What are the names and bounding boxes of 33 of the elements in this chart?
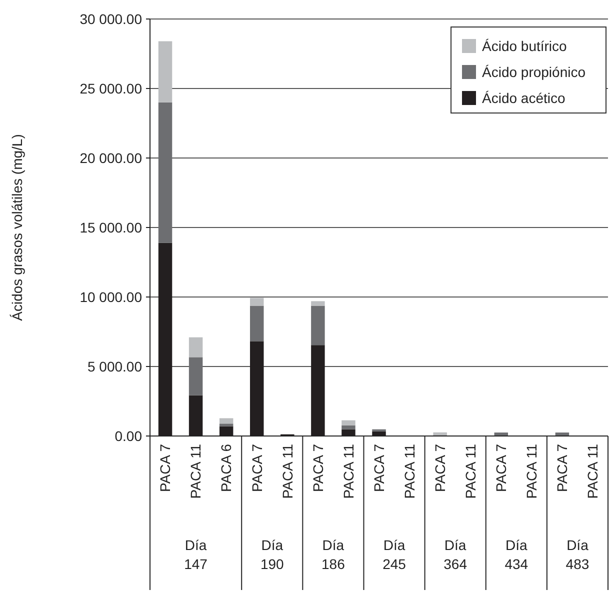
text: Día 245 bbox=[382, 537, 406, 572]
x-tick-label: PACA 7 bbox=[493, 444, 510, 492]
text: Día 483 bbox=[566, 537, 590, 572]
x-tick-label: PACA 7 bbox=[370, 444, 387, 492]
y-tick-label: 20 000.00 bbox=[80, 150, 142, 166]
x-tick-label: PACA 11 bbox=[524, 444, 540, 499]
x-tick-label: PACA 11 bbox=[401, 444, 418, 499]
x-tick-label: PACA 7 bbox=[248, 444, 265, 492]
y-tick-label: 5 000.00 bbox=[88, 358, 142, 374]
y-axis-title: Ácidos grasos volátiles (mg/L) bbox=[9, 134, 25, 321]
text: Día 147 bbox=[184, 537, 208, 572]
x-tick-label: PACA 7 bbox=[310, 444, 326, 492]
x-tick-label: PACA 11 bbox=[279, 444, 296, 499]
y-tick-label: 15 000.00 bbox=[80, 219, 142, 236]
x-tick-label: PACA 11 bbox=[340, 444, 356, 499]
x-tick-label: PACA 11 bbox=[462, 444, 478, 499]
x-tick-label: PACA 11 bbox=[188, 444, 204, 499]
y-tick-label: 10 000.00 bbox=[80, 288, 142, 305]
legend-label: Ácido acético bbox=[482, 90, 566, 106]
x-tick-label: PACA 7 bbox=[554, 444, 570, 492]
y-tick-label: 30 000.00 bbox=[80, 10, 142, 27]
text: Día 364 bbox=[444, 537, 468, 572]
x-tick-label: PACA 6 bbox=[218, 444, 234, 492]
legend-label: Ácido butírico bbox=[482, 38, 568, 54]
x-tick-label: PACA 11 bbox=[584, 444, 601, 499]
text: Día 190 bbox=[260, 537, 284, 572]
legend-label: Ácido propiónico bbox=[482, 64, 586, 80]
x-tick-label: PACA 7 bbox=[157, 444, 174, 492]
y-tick-label: 0.00 bbox=[114, 428, 142, 444]
y-tick-label: 25 000.00 bbox=[80, 80, 142, 96]
x-tick-label: PACA 7 bbox=[432, 444, 448, 492]
text: Día 186 bbox=[322, 537, 346, 572]
text: Día 434 bbox=[504, 537, 528, 572]
